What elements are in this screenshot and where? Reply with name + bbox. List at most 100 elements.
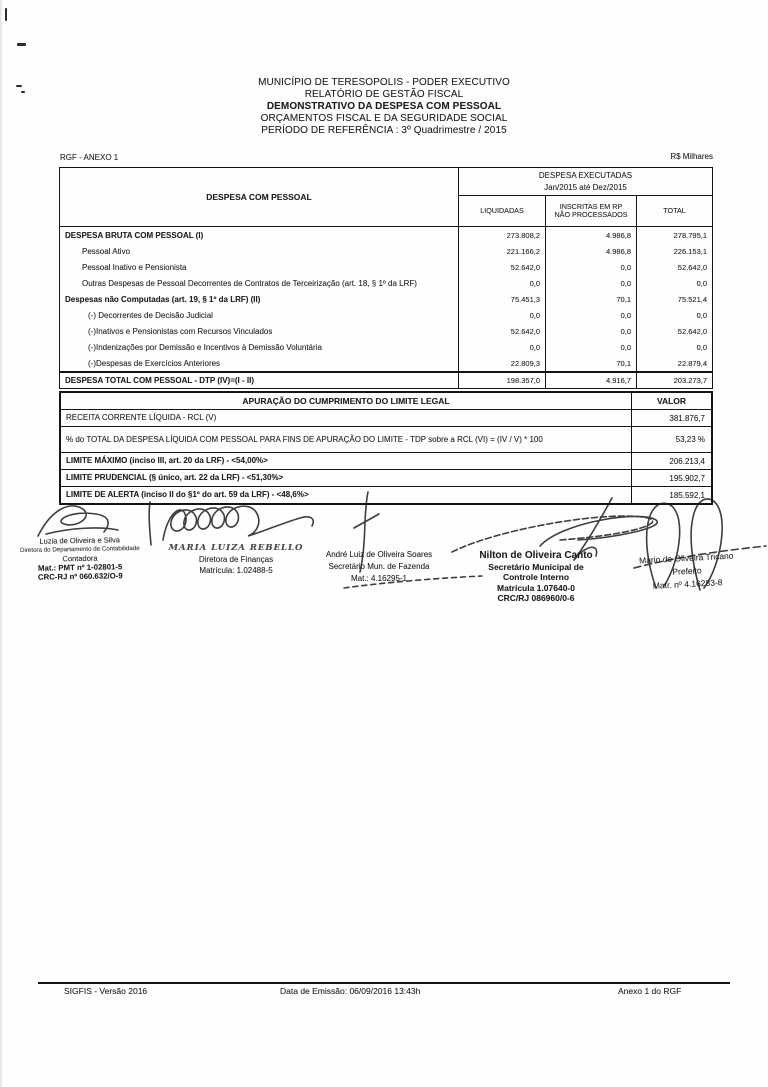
scan-artifact bbox=[17, 43, 26, 46]
row-label: DESPESA BRUTA COM PESSOAL (I) bbox=[60, 227, 459, 243]
footer-annex-label: Anexo 1 do RGF bbox=[618, 986, 682, 996]
column-header-inscritas: INSCRITAS EM RP NÃO PROCESSADOS bbox=[546, 196, 637, 226]
value-inscritas: 0,0 bbox=[546, 307, 637, 323]
row-label: DESPESA TOTAL COM PESSOAL - DTP (IV)=(I … bbox=[60, 373, 459, 388]
signer-registration: Mat.: 4.16295-1 bbox=[350, 574, 408, 583]
column-header-total: TOTAL bbox=[637, 196, 712, 226]
footer-emission-date: Data de Emissão: 06/09/2016 13:43h bbox=[280, 986, 421, 996]
row-value: 206.213,4 bbox=[669, 456, 705, 466]
signer-role: Secretário Municipal de bbox=[488, 561, 584, 572]
column-header-liquidadas: LIQUIDADAS bbox=[459, 196, 546, 226]
currency-unit-label: R$ Milhares bbox=[670, 152, 713, 161]
expense-table-header: DESPESA COM PESSOAL DESPESA EXECUTADAS J… bbox=[60, 168, 712, 227]
value-liquidadas: 0,0 bbox=[459, 275, 546, 291]
limit-table-header: APURAÇÃO DO CUMPRIMENTO DO LIMITE LEGAL … bbox=[61, 393, 711, 410]
row-value: 195.902,7 bbox=[669, 473, 705, 483]
annex-label: RGF - ANEXO 1 bbox=[60, 153, 119, 162]
value-total: 203.273,7 bbox=[673, 376, 707, 385]
limit-header-label: APURAÇÃO DO CUMPRIMENTO DO LIMITE LEGAL bbox=[61, 393, 632, 409]
value-inscritas: 0,0 bbox=[546, 259, 637, 275]
table-row: LIMITE DE ALERTA (inciso II do §1º do ar… bbox=[61, 487, 711, 503]
table-row: Outras Despesas de Pessoal Decorrentes d… bbox=[60, 275, 712, 291]
scan-artifact bbox=[21, 91, 25, 93]
value-total: 75.521,4 bbox=[677, 294, 707, 304]
signature-block-contadora: Luzia de Oliveira e Silva Diretora do De… bbox=[6, 535, 155, 583]
signature-block-prefeito: Mario de Oliveira Tricano Prefeito Matr.… bbox=[611, 548, 763, 595]
value-inscritas: 4.986,8 bbox=[546, 243, 637, 259]
table-row: % do TOTAL DA DESPESA LÍQUIDA COM PESSOA… bbox=[61, 427, 711, 453]
signer-role2: Controle Interno bbox=[502, 572, 570, 582]
signer-crc: CRC/RJ 086960/0-6 bbox=[497, 593, 575, 603]
value-total: 22.879,4 bbox=[677, 358, 707, 368]
row-value: 185.592,1 bbox=[669, 490, 705, 500]
table-row: Pessoal Inativo e Pensionista 52.642,0 0… bbox=[60, 259, 712, 275]
signer-name: Nilton de Oliveira Canto bbox=[479, 550, 593, 561]
value-inscritas: 0,0 bbox=[546, 339, 637, 355]
row-label: LIMITE MÁXIMO (inciso III, art. 20 da LR… bbox=[61, 453, 632, 469]
budget-scope: ORÇAMENTOS FISCAL E DA SEGURIDADE SOCIAL bbox=[260, 113, 508, 124]
table-row: (-)Despesas de Exercícios Anteriores 22.… bbox=[60, 355, 712, 371]
signer-registration: Matrícula 1.07640-0 bbox=[497, 582, 575, 593]
row-label: Pessoal Ativo bbox=[60, 243, 459, 259]
signature-block-fazenda: André Luiz de Oliveira Soares Secretário… bbox=[303, 549, 455, 585]
row-label: Despesas não Computadas (art. 19, § 1º d… bbox=[60, 291, 459, 307]
scan-artifact bbox=[5, 8, 7, 21]
value-liquidadas: 22.809,3 bbox=[459, 355, 546, 371]
col-total-label: TOTAL bbox=[663, 205, 686, 215]
group-header-line1: DESPESA EXECUTADAS bbox=[538, 171, 633, 180]
signer-role: Diretora de Finanças bbox=[198, 555, 274, 564]
reference-period: PERÍODO DE REFERÊNCIA : 3º Quadrimestre … bbox=[261, 125, 507, 136]
value-total: 0,0 bbox=[696, 278, 707, 288]
row-label: LIMITE PRUDENCIAL (§ único, art. 22 da L… bbox=[61, 470, 632, 486]
table-row: Pessoal Ativo 221.166,2 4.986,8 226.153,… bbox=[60, 243, 712, 259]
footer-system-version: SIGFIS - Versão 2016 bbox=[64, 986, 148, 996]
table-row-total: DESPESA TOTAL COM PESSOAL - DTP (IV)=(I … bbox=[60, 371, 712, 388]
value-inscritas: 4.986,8 bbox=[546, 227, 637, 243]
table-row: (-)Inativos e Pensionistas com Recursos … bbox=[60, 323, 712, 339]
executed-expense-header-group: DESPESA EXECUTADAS Jan/2015 até Dez/2015… bbox=[459, 168, 712, 226]
value-inscritas: 0,0 bbox=[546, 275, 637, 291]
value-liquidadas: 198.357,0 bbox=[459, 373, 546, 388]
col-inscritas-line2: NÃO PROCESSADOS bbox=[554, 210, 628, 219]
value-inscritas: 4.916,7 bbox=[546, 373, 637, 388]
table-row: LIMITE MÁXIMO (inciso III, art. 20 da LR… bbox=[61, 453, 711, 470]
value-total: 0,0 bbox=[696, 310, 707, 320]
table-row: Despesas não Computadas (art. 19, § 1º d… bbox=[60, 291, 712, 307]
value-inscritas: 70,1 bbox=[546, 291, 637, 307]
document-header: MUNICÍPIO DE TERESOPOLIS - PODER EXECUTI… bbox=[0, 77, 768, 137]
value-liquidadas: 0,0 bbox=[459, 307, 546, 323]
row-label: RECEITA CORRENTE LÍQUIDA - RCL (V) bbox=[61, 410, 632, 426]
municipality-title: MUNICÍPIO DE TERESOPOLIS - PODER EXECUTI… bbox=[258, 77, 510, 88]
limit-table: APURAÇÃO DO CUMPRIMENTO DO LIMITE LEGAL … bbox=[59, 391, 713, 505]
value-total: 226.153,1 bbox=[673, 246, 707, 256]
signer-registration: Matrícula: 1.02488-5 bbox=[199, 566, 273, 575]
column-header-despesa-com-pessoal: DESPESA COM PESSOAL bbox=[60, 168, 459, 226]
row-label: LIMITE DE ALERTA (inciso II do §1º do ar… bbox=[61, 487, 632, 503]
value-inscritas: 70,1 bbox=[546, 355, 637, 371]
row-label: (-) Decorrentes de Decisão Judicial bbox=[60, 307, 459, 323]
value-inscritas: 0,0 bbox=[546, 323, 637, 339]
table-row: (-) Decorrentes de Decisão Judicial 0,0 … bbox=[60, 307, 712, 323]
signer-name: MARIA LUIZA REBELLO bbox=[168, 543, 304, 553]
sub-column-headers: LIQUIDADAS INSCRITAS EM RP NÃO PROCESSAD… bbox=[459, 196, 712, 226]
value-liquidadas: 52.642,0 bbox=[459, 323, 546, 339]
row-label: Outras Despesas de Pessoal Decorrentes d… bbox=[60, 275, 459, 291]
statement-title: DEMONSTRATIVO DA DESPESA COM PESSOAL bbox=[266, 101, 502, 112]
value-liquidadas: 52.642,0 bbox=[459, 259, 546, 275]
row-label: (-)Indenizações por Demissão e Incentivo… bbox=[60, 339, 459, 355]
row-label: Pessoal Inativo e Pensionista bbox=[60, 259, 459, 275]
table-row: (-)Indenizações por Demissão e Incentivo… bbox=[60, 339, 712, 355]
value-total: 52.642,0 bbox=[677, 262, 707, 272]
value-total: 278.795,1 bbox=[673, 230, 707, 240]
table-row: DESPESA BRUTA COM PESSOAL (I) 273.808,2 … bbox=[60, 227, 712, 243]
group-header-line2: Jan/2015 até Dez/2015 bbox=[544, 183, 627, 192]
col-inscritas-line1: INSCRITAS EM RP bbox=[559, 201, 623, 211]
col-liquidadas-label: LIQUIDADAS bbox=[480, 205, 524, 215]
handwritten-signatures-overlay bbox=[37, 491, 767, 591]
table-row: RECEITA CORRENTE LÍQUIDA - RCL (V) 381.8… bbox=[61, 410, 711, 427]
footer-divider bbox=[38, 982, 730, 984]
scan-artifact bbox=[16, 85, 22, 87]
value-total: 0,0 bbox=[696, 342, 707, 352]
group-header: DESPESA EXECUTADAS Jan/2015 até Dez/2015 bbox=[459, 168, 712, 196]
